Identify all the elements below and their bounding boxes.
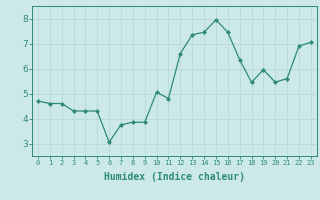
X-axis label: Humidex (Indice chaleur): Humidex (Indice chaleur): [104, 172, 245, 182]
